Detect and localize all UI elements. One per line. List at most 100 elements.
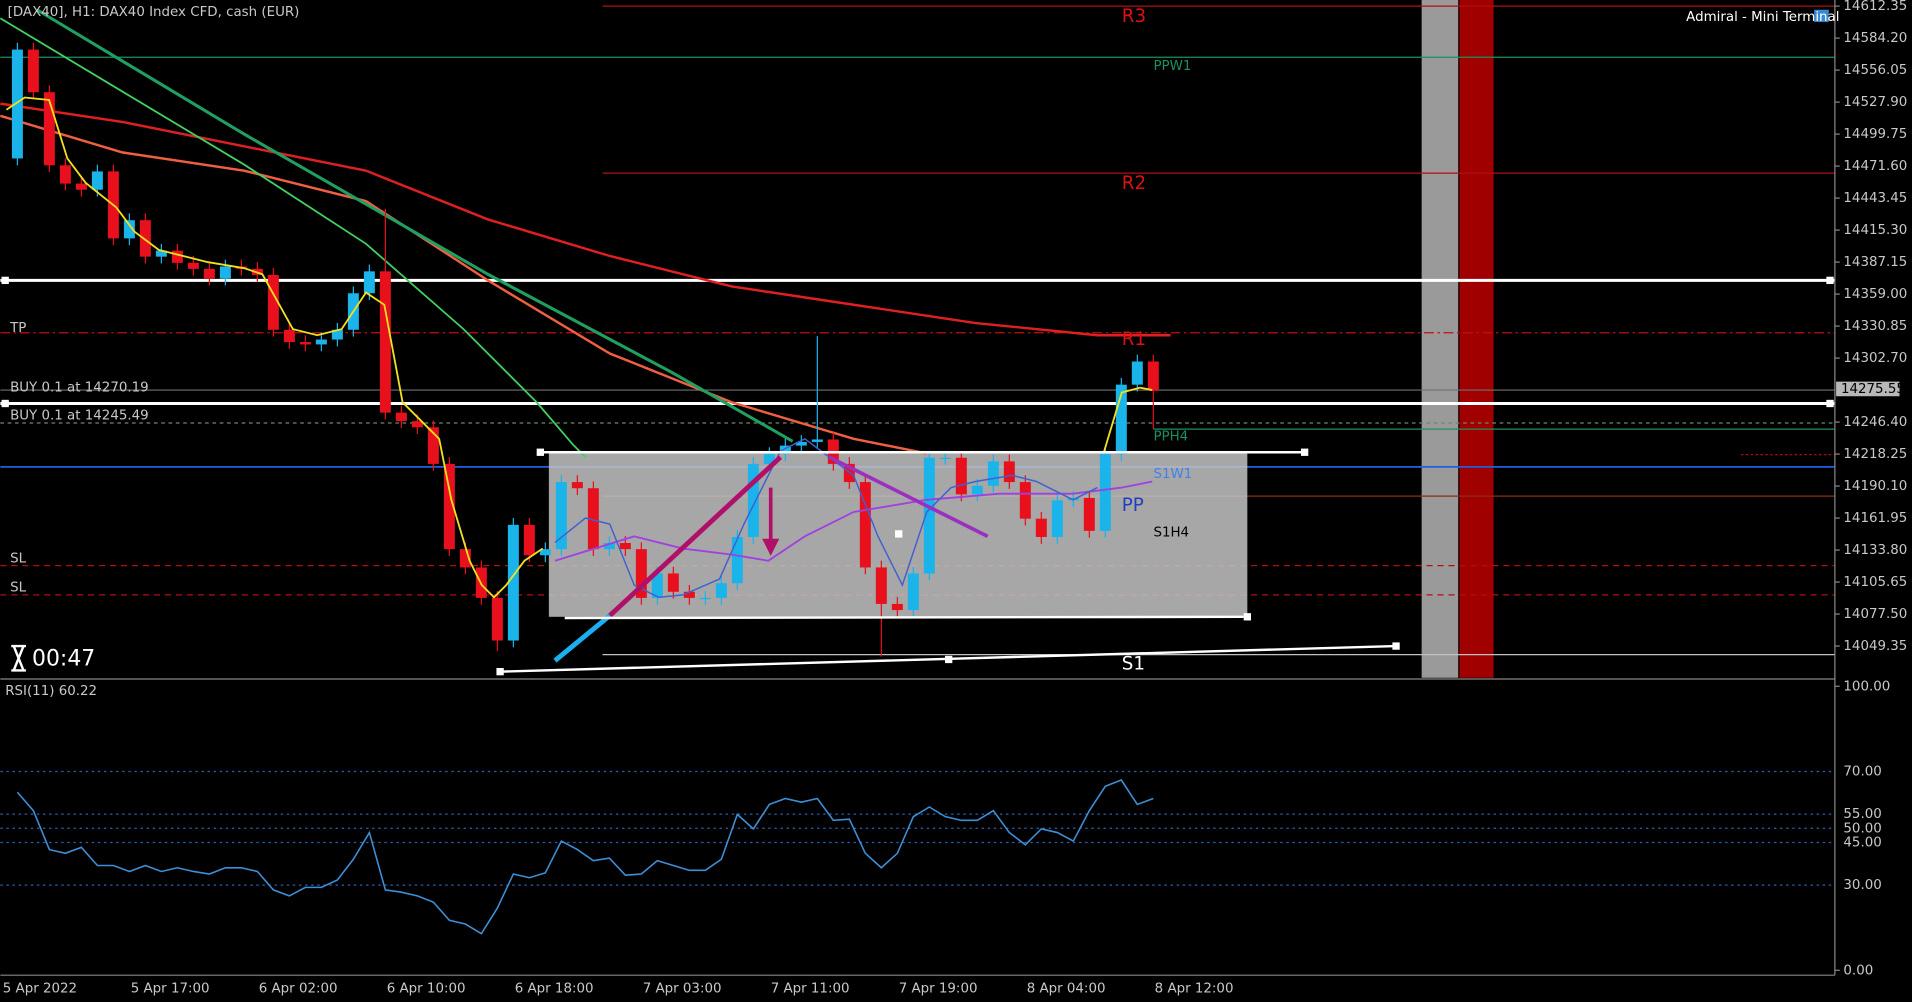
- terminal-icon: [1814, 9, 1829, 22]
- rsi-title: RSI(11) 60.22: [5, 684, 97, 699]
- candle-body: [1083, 497, 1095, 531]
- order-label: BUY 0.1 at 14245.49: [10, 409, 149, 424]
- trend-line: [564, 615, 1244, 620]
- handle: [1, 399, 9, 408]
- candle-body: [955, 457, 967, 495]
- y-tick-label: 14612.35: [1843, 0, 1907, 14]
- candle-body: [811, 439, 823, 442]
- level-label: S1: [1122, 653, 1145, 674]
- candle-body: [443, 463, 455, 550]
- candle-body: [939, 457, 951, 459]
- moving-average: [0, 17, 587, 458]
- x-tick-label: 5 Apr 2022: [3, 982, 77, 997]
- candle-body: [635, 549, 647, 598]
- candle-body: [587, 488, 599, 550]
- x-tick-label: 6 Apr 02:00: [259, 982, 338, 997]
- drawings: [1, 96, 1834, 676]
- candle-body: [139, 220, 151, 257]
- y-tick-label: 30.00: [1843, 878, 1881, 893]
- handle: [895, 530, 903, 538]
- candle-body: [219, 266, 231, 279]
- y-tick-label: 14105.65: [1843, 575, 1907, 590]
- y-tick-label: 14049.35: [1843, 639, 1907, 654]
- handle: [1300, 448, 1309, 456]
- sl-label: SL: [10, 551, 26, 566]
- timer: 00:47: [32, 646, 95, 671]
- candle-body: [971, 485, 983, 495]
- handle: [1826, 399, 1834, 408]
- tp-label: TP: [9, 321, 26, 336]
- x-tick-label: 7 Apr 11:00: [771, 982, 850, 997]
- x-tick-label: 7 Apr 19:00: [899, 982, 978, 997]
- candle-body: [891, 603, 903, 611]
- y-tick-label: 14415.30: [1843, 223, 1907, 238]
- level-label: S1H4: [1153, 526, 1189, 541]
- candle-body: [27, 49, 39, 93]
- candle-body: [59, 165, 71, 184]
- candle-body: [75, 183, 87, 190]
- candle-body: [155, 250, 167, 257]
- order-label: BUY 0.1 at 14270.19: [10, 381, 149, 396]
- y-tick-label: 14556.05: [1843, 63, 1907, 78]
- sl-label: SL: [10, 581, 26, 596]
- candle-body: [651, 573, 663, 598]
- candle-body: [267, 274, 279, 330]
- x-tick-label: 6 Apr 10:00: [387, 982, 466, 997]
- candle-body: [395, 412, 407, 422]
- candle-body: [203, 268, 215, 279]
- moving-average: [0, 102, 1171, 337]
- candle-body: [1131, 361, 1143, 385]
- candle-body: [987, 461, 999, 486]
- candle-body: [1051, 500, 1063, 537]
- y-tick-label: 14499.75: [1843, 127, 1907, 142]
- y-tick-label: 14133.80: [1843, 543, 1907, 558]
- y-tick-label: 14302.70: [1843, 351, 1907, 366]
- y-tick-label: 14161.95: [1843, 511, 1907, 526]
- handle: [496, 668, 504, 676]
- y-tick-label: 14527.90: [1843, 95, 1907, 110]
- candle-body: [875, 567, 887, 604]
- candle-body: [459, 549, 471, 568]
- candle-body: [539, 549, 551, 556]
- handle: [1, 276, 9, 285]
- y-tick-label: 14471.60: [1843, 159, 1907, 174]
- candle-body: [1115, 384, 1127, 455]
- candle-body: [491, 597, 503, 641]
- candle-body: [315, 339, 327, 345]
- level-label: R3: [1122, 6, 1146, 27]
- candle-body: [427, 427, 439, 464]
- candle-body: [795, 441, 807, 446]
- level-label: R2: [1122, 173, 1146, 194]
- trend-line: [608, 455, 783, 618]
- candle-body: [91, 171, 103, 190]
- session-band: [1421, 0, 1459, 678]
- current-price-box: [1836, 381, 1900, 397]
- candle-body: [507, 524, 519, 641]
- handle: [536, 448, 544, 456]
- x-tick-label: 7 Apr 03:00: [643, 982, 722, 997]
- candle-body: [571, 482, 583, 489]
- candle-body: [1147, 361, 1159, 391]
- trend-line: [828, 455, 989, 538]
- candle-body: [123, 220, 135, 239]
- moving-average: [0, 114, 927, 455]
- moving-average: [5, 96, 544, 599]
- x-tick-label: 8 Apr 04:00: [1027, 982, 1106, 997]
- candle-body: [699, 597, 711, 600]
- level-label: PP: [1122, 495, 1144, 516]
- y-tick-label: 0.00: [1843, 963, 1873, 978]
- candle-body: [523, 524, 535, 556]
- y-tick-label: 14443.45: [1843, 191, 1907, 206]
- candle-body: [379, 271, 391, 413]
- trend-line: [36, 8, 794, 443]
- x-tick-label: 8 Apr 12:00: [1155, 982, 1234, 997]
- y-tick-label: 45.00: [1843, 835, 1881, 850]
- x-tick-label: 5 Apr 17:00: [131, 982, 210, 997]
- moving-average: [1102, 386, 1153, 454]
- candle-body: [859, 482, 871, 568]
- candle-body: [331, 329, 343, 340]
- y-tick-label: 55.00: [1843, 807, 1881, 822]
- handle: [1392, 642, 1400, 650]
- candle-body: [283, 329, 295, 343]
